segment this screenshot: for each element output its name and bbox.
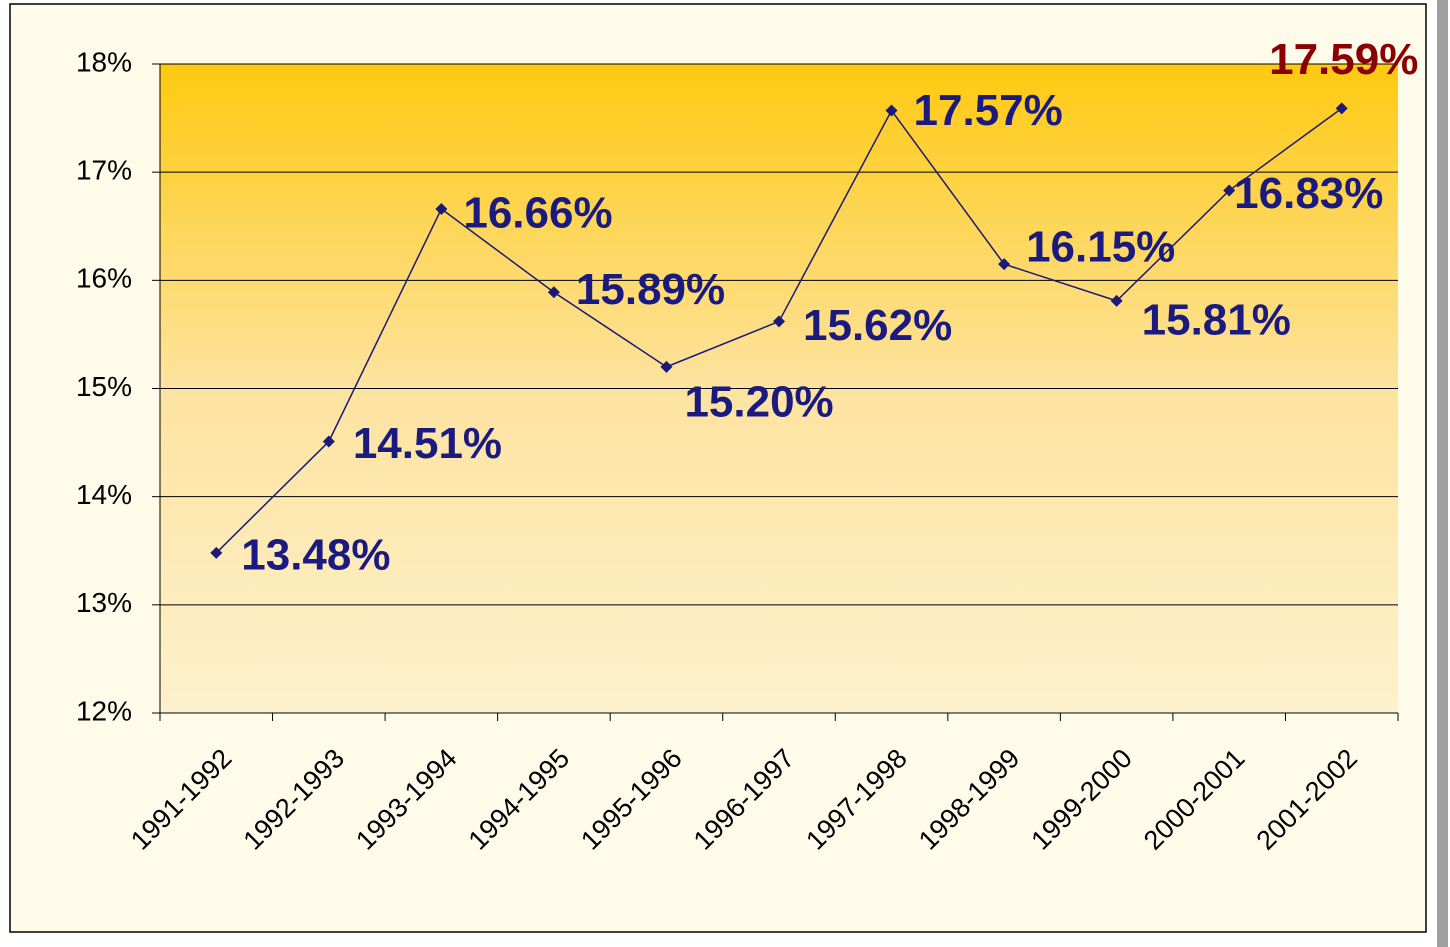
point-marker [547,286,560,299]
scroll-bar [1437,0,1448,947]
y-tick-label: 14% [76,479,132,510]
y-tick-label: 16% [76,263,132,294]
point-marker [322,435,335,448]
value-label: 13.48% [241,531,390,580]
value-label: 15.20% [684,377,833,426]
point-marker [1335,102,1348,115]
value-label: 15.81% [1142,296,1291,345]
point-marker [885,104,898,117]
value-label: 17.59% [1269,35,1418,84]
y-tick-label: 13% [76,587,132,618]
point-marker [660,360,673,373]
value-label: 16.15% [1026,223,1175,272]
value-label: 15.62% [803,301,952,350]
value-label: 16.83% [1234,169,1383,218]
y-tick-label: 15% [76,371,132,402]
point-marker [210,546,223,559]
value-label: 15.89% [576,265,725,314]
point-marker [998,258,1011,271]
y-tick-label: 12% [76,695,132,726]
point-marker [773,315,785,328]
point-marker [1223,184,1236,197]
value-label: 16.66% [463,189,612,238]
y-tick-label: 17% [76,155,132,186]
y-tick-label: 18% [76,46,132,77]
point-marker [1110,294,1123,307]
point-marker [435,202,448,215]
value-label: 17.57% [914,86,1063,135]
value-label: 14.51% [353,419,502,468]
